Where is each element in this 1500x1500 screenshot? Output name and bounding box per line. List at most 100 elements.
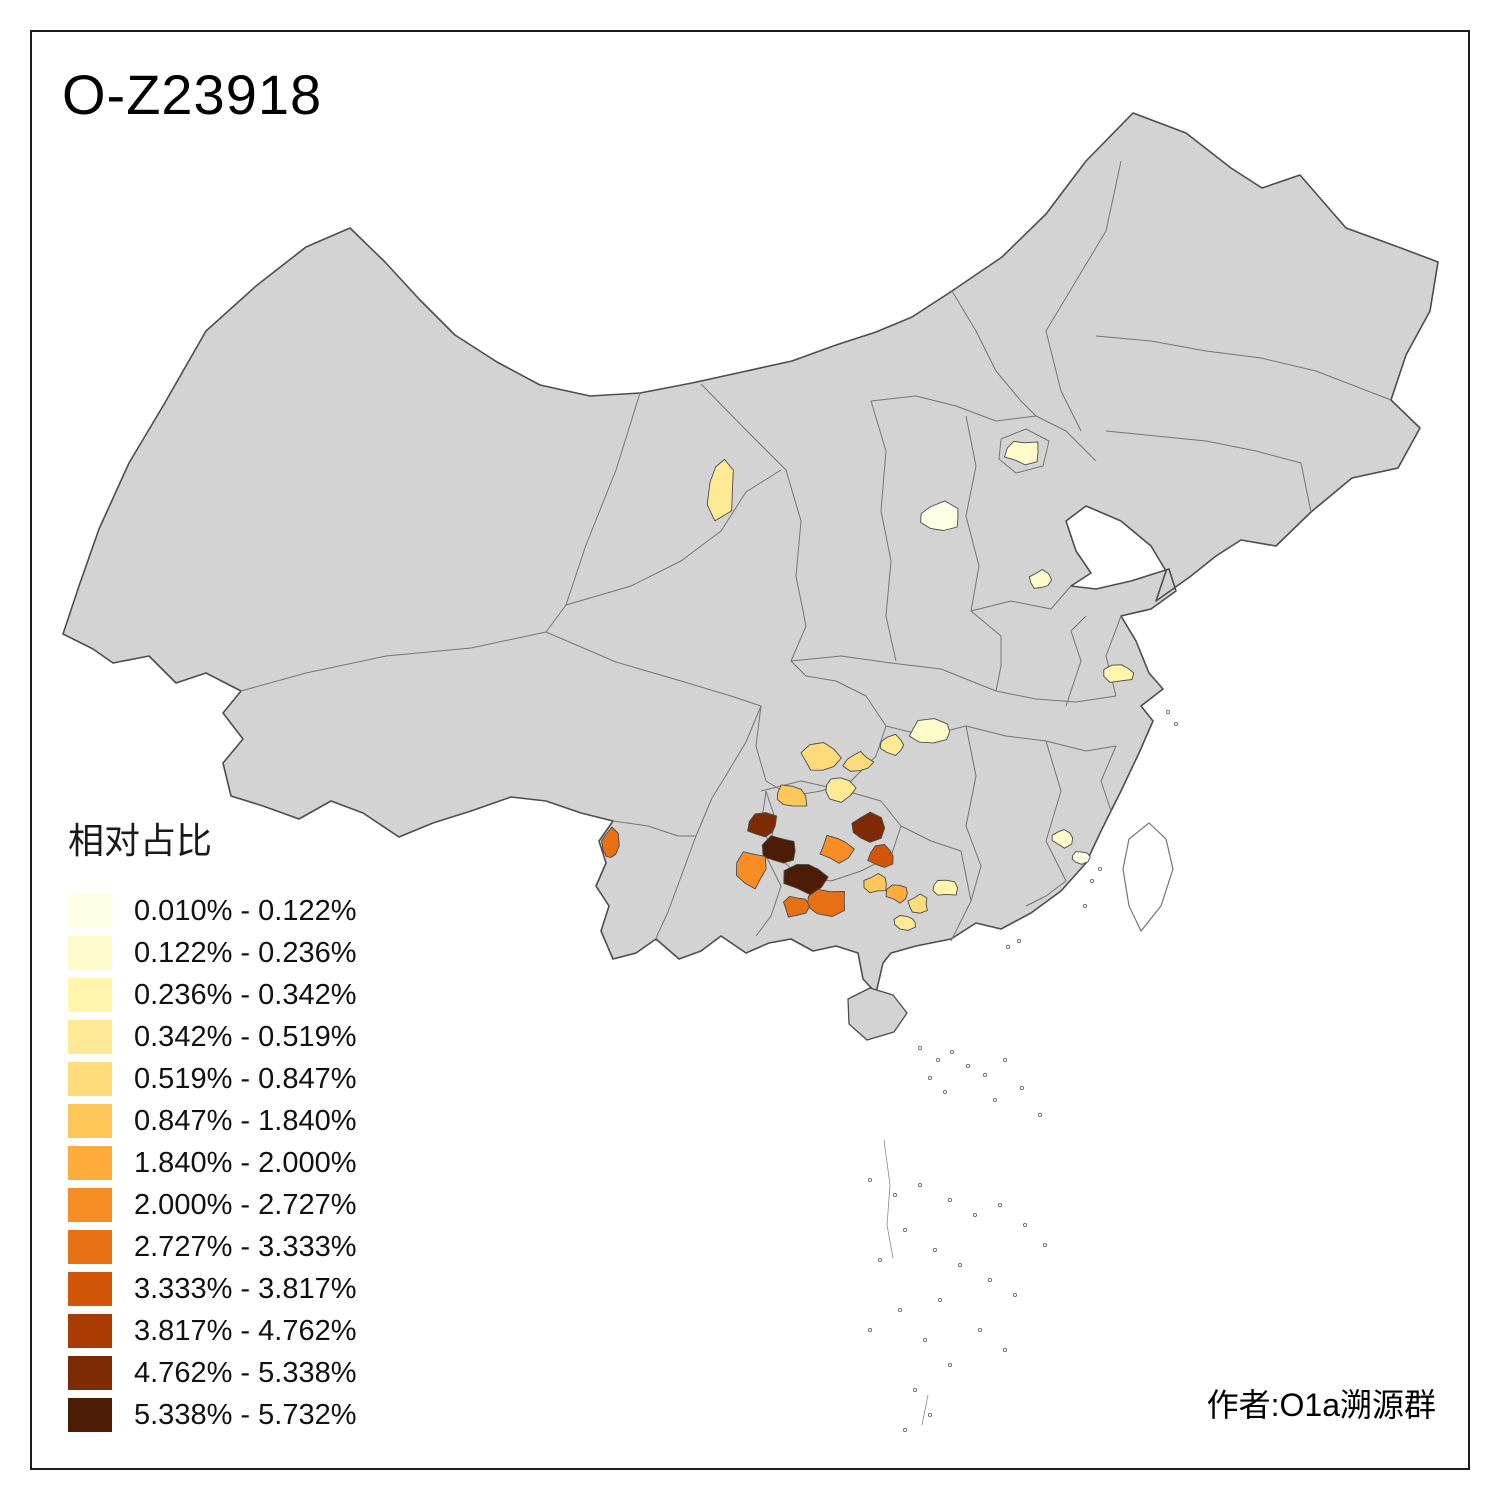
taiwan-island (1122, 822, 1174, 933)
sea-island-dot (902, 1427, 908, 1433)
prefecture-region (863, 873, 887, 894)
province-border (612, 820, 696, 837)
sea-island-dot (917, 1182, 923, 1188)
sea-island-dot (917, 1045, 923, 1051)
province-border (995, 690, 1117, 703)
province-border (545, 392, 641, 633)
legend-row: 2.000% - 2.727% (68, 1184, 428, 1226)
prefecture-region (1051, 829, 1074, 849)
prefecture-region (932, 879, 959, 896)
sea-island-dot (922, 1337, 928, 1343)
sea-island-dot (949, 1049, 955, 1055)
prefecture-region (601, 826, 620, 858)
province-border (965, 725, 982, 902)
province-border (545, 631, 762, 707)
legend-label: 5.338% - 5.732% (134, 1398, 357, 1431)
sea-island-dot (1019, 1085, 1025, 1091)
legend-label: 0.236% - 0.342% (134, 978, 357, 1011)
province-border (1065, 615, 1087, 707)
legend-swatch (68, 1272, 112, 1306)
legend-label: 0.342% - 0.519% (134, 1020, 357, 1053)
sea-island-dot (932, 1247, 938, 1253)
legend-label: 1.840% - 2.000% (134, 1146, 357, 1179)
legend-row: 1.840% - 2.000% (68, 1142, 428, 1184)
sea-island-dot (1173, 721, 1179, 727)
province-border (870, 400, 897, 662)
legend-row: 0.519% - 0.847% (68, 1058, 428, 1100)
province-border (950, 900, 972, 942)
sea-island-dot (1012, 1292, 1018, 1298)
legend-label: 0.519% - 0.847% (134, 1062, 357, 1095)
legend-swatch (68, 1398, 112, 1432)
legend-row: 0.236% - 0.342% (68, 974, 428, 1016)
prefecture-region (908, 718, 951, 744)
sea-island-dot (997, 1202, 1003, 1208)
sea-island-dot (935, 1057, 941, 1063)
province-border (565, 469, 782, 606)
sea-island-dot (972, 1212, 978, 1218)
legend-label: 2.000% - 2.727% (134, 1188, 357, 1221)
prefecture-region (920, 500, 959, 531)
legend-row: 3.817% - 4.762% (68, 1310, 428, 1352)
sea-island-dot (1042, 1242, 1048, 1248)
prefecture-region (783, 895, 810, 918)
sea-island-dot (977, 1327, 983, 1333)
legend-swatch (68, 894, 112, 928)
legend-row: 0.342% - 0.519% (68, 1016, 428, 1058)
sea-island-dot (912, 1387, 918, 1393)
prefecture-region (842, 750, 875, 772)
prefecture-region (851, 811, 886, 843)
prefecture-region (806, 888, 845, 918)
legend-row: 0.122% - 0.236% (68, 932, 428, 974)
sea-island-dot (947, 1197, 953, 1203)
legend-label: 2.727% - 3.333% (134, 1230, 357, 1263)
sea-island-dot (902, 1227, 908, 1233)
sea-island-dot (1016, 938, 1022, 944)
prefecture-region (893, 915, 916, 931)
sea-island-dot (957, 1262, 963, 1268)
province-border (998, 428, 1050, 474)
legend-swatch (68, 1020, 112, 1054)
sea-boundary-line (921, 1394, 929, 1426)
province-border (1105, 430, 1312, 513)
prefecture-region (800, 742, 842, 771)
sea-island-dot (1002, 1347, 1008, 1353)
sea-island-dot (1022, 1222, 1028, 1228)
province-border (1045, 740, 1067, 882)
prefecture-region (825, 777, 857, 803)
sea-island-dot (897, 1307, 903, 1313)
prefecture-region (819, 834, 855, 864)
sea-island-dot (947, 1362, 953, 1368)
legend-swatch (68, 978, 112, 1012)
legend-swatch (68, 936, 112, 970)
province-border (790, 655, 997, 692)
legend-label: 0.010% - 0.122% (134, 894, 357, 927)
province-border (965, 415, 980, 612)
prefecture-region (1004, 440, 1039, 466)
sea-island-dot (1002, 1057, 1008, 1063)
legend-label: 0.847% - 1.840% (134, 1104, 357, 1137)
province-border (240, 631, 547, 692)
province-border (970, 585, 1072, 612)
sea-island-dot (867, 1177, 873, 1183)
legend-row: 5.338% - 5.732% (68, 1394, 428, 1436)
sea-island-dot (987, 1277, 993, 1283)
sea-island-dot (992, 1097, 998, 1103)
legend-rows: 0.010% - 0.122% 0.122% - 0.236% 0.236% -… (68, 890, 428, 1436)
prefecture-region (747, 812, 778, 838)
sea-island-dot (877, 1257, 883, 1263)
sea-island-dot (942, 1089, 948, 1095)
prefecture-region (1103, 664, 1135, 683)
prefecture-region (885, 884, 908, 904)
sea-island-dot (937, 1297, 943, 1303)
province-border (1095, 335, 1392, 401)
sea-island-dot (927, 1412, 933, 1418)
legend-row: 3.333% - 3.817% (68, 1268, 428, 1310)
prefecture-region (1028, 569, 1052, 589)
prefecture-region (776, 784, 808, 807)
prefecture-region (879, 733, 905, 756)
legend-label: 4.762% - 5.338% (134, 1356, 357, 1389)
province-border (1100, 745, 1117, 812)
